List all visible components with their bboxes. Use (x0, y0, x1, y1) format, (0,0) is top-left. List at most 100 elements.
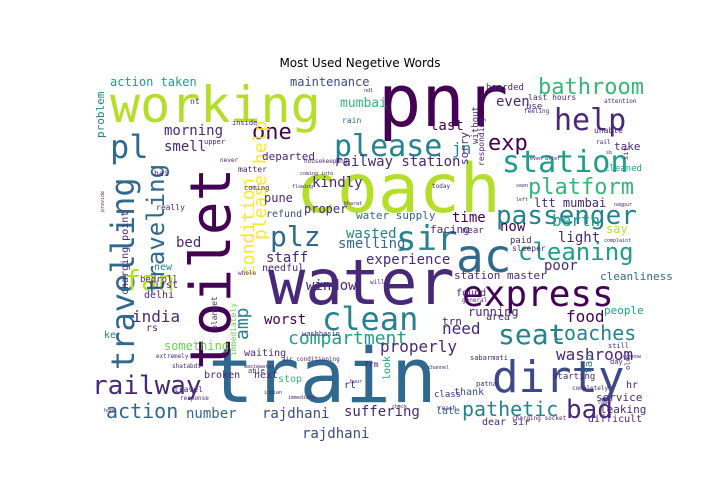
word-food: food (566, 307, 605, 326)
word-fan: fan (124, 264, 175, 297)
word-jn: jn (452, 139, 471, 158)
word-check: check (392, 404, 407, 410)
word-starting: starting (552, 372, 595, 382)
word-cleanliness: cleanliness (600, 270, 673, 283)
word-wasted: wasted (346, 226, 397, 242)
word-departed: departed (262, 150, 315, 163)
word-matter: matter (238, 165, 267, 174)
word-hr: hr (626, 380, 638, 391)
word-dirty: dirty (492, 352, 624, 403)
word-berth: berth (552, 211, 600, 230)
word-please-help: please help (250, 121, 271, 240)
word-window: window (306, 278, 357, 294)
word-tap: tap (582, 354, 595, 374)
word-condition: condition (238, 178, 259, 276)
word-provide: provide (100, 191, 106, 212)
word-something: something (164, 339, 229, 353)
word-housekeeping: housekeeping (304, 158, 348, 165)
word-poor: poor (544, 258, 578, 274)
word-without: without (471, 106, 481, 144)
word-railway-station: railway station (334, 154, 460, 170)
word-facing: facing (430, 223, 470, 236)
word-first: first (148, 280, 178, 291)
word-really: really (156, 203, 185, 212)
word-next: next (254, 370, 278, 381)
word-area: area (486, 312, 510, 323)
word-late: late (436, 406, 460, 417)
word-left: left (516, 197, 528, 203)
word-pune: pune (264, 191, 293, 205)
word-response: response (180, 395, 209, 402)
word-will: will (370, 279, 385, 286)
word-time: time (452, 210, 486, 226)
word-near: near (462, 226, 484, 236)
word-extremely: extremely (156, 353, 189, 360)
word-station-master: station master (454, 269, 547, 282)
word-came: came (598, 400, 610, 406)
word-hope: hope (104, 408, 116, 414)
word-kindly: kindly (312, 175, 363, 191)
word-properly: properly (380, 337, 457, 356)
word-number: number (186, 406, 237, 422)
word-ac: ac (456, 229, 511, 283)
word-unable: unable (594, 126, 623, 135)
word-need: need (442, 319, 481, 338)
word-say: say (606, 222, 628, 236)
word-last: last (430, 118, 464, 134)
word-ndl: ndl (364, 88, 373, 94)
word-coach: coach (296, 150, 501, 229)
word-smell: smell (164, 139, 206, 155)
word-compartment: compartment (288, 328, 407, 349)
word-nagpur: nagpur (614, 202, 632, 208)
word-seen: seen (516, 183, 528, 189)
word-travelling: travelling (104, 177, 142, 370)
word-new: new (154, 262, 173, 273)
word-cleaning: cleaning (518, 238, 634, 266)
word-rain: rain (342, 116, 361, 125)
word-traveling: traveling (142, 164, 170, 294)
word-air-conditioning: air conditioning (282, 356, 340, 363)
word-bedroll: bedroll (140, 275, 178, 285)
word-immediate: immediate (288, 395, 315, 401)
word-trn: trn (442, 315, 462, 328)
word-look: look (382, 356, 393, 380)
word-wastewater: wastewater (244, 364, 274, 370)
word-mumbai: mumbai (340, 96, 387, 111)
word-feeling: feeling (524, 108, 550, 115)
word-leaking: leaking (600, 403, 646, 416)
word-clean: clean (322, 300, 418, 338)
word-even: even (496, 94, 530, 110)
word-platform: platform (528, 175, 634, 200)
word-frm: frm (364, 360, 379, 369)
word-bathroom: bathroom (538, 75, 644, 100)
word-sit: sit (622, 147, 630, 160)
word-found: found (456, 288, 486, 299)
word-old: old (624, 357, 632, 370)
word-immediately: immediately (229, 303, 238, 356)
word-one: one (252, 120, 292, 145)
word-express: express (462, 274, 614, 315)
word-light: light (558, 230, 600, 246)
word-thank: thank (454, 387, 484, 398)
word-boarded: boarded (486, 83, 524, 93)
word-pl: pl (110, 128, 149, 166)
word-rs: rs (146, 323, 158, 334)
word-action: action (106, 399, 178, 423)
word-travel: travel (174, 385, 203, 394)
word-ltt-mumbai: ltt mumbai (534, 196, 606, 210)
word-upper: upper (204, 138, 225, 146)
word-exp: exp (488, 131, 528, 156)
word-ke: ke (104, 330, 116, 341)
word-sir: sir (396, 219, 457, 259)
word-people: people (604, 304, 644, 317)
word-whole: whole (238, 270, 256, 277)
word-general: general (462, 297, 488, 304)
word-problem: problem (94, 91, 107, 138)
word-suffering: suffering (344, 404, 420, 420)
word-now: now (500, 219, 526, 235)
word-train: train (208, 331, 437, 420)
word-coming: coming (244, 184, 269, 192)
word-blanket: blanket (210, 296, 219, 330)
